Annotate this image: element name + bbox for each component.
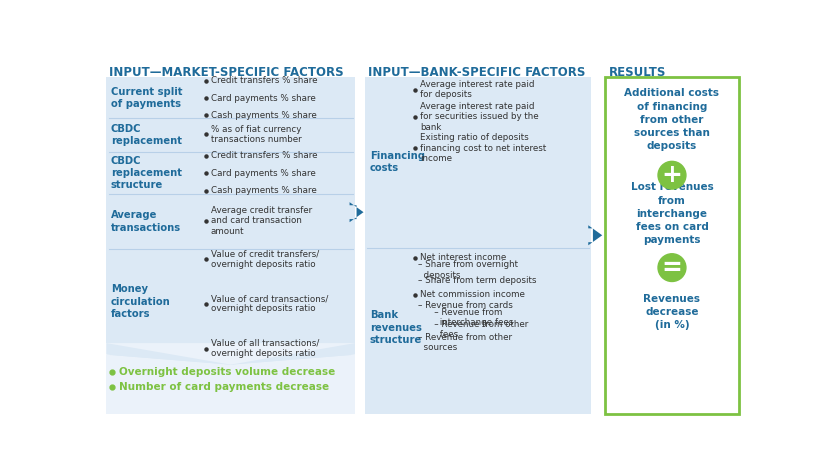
Polygon shape [588,225,602,245]
Text: Revenues
decrease
(in %): Revenues decrease (in %) [644,294,700,330]
Text: Value of card transactions/
overnight deposits ratio: Value of card transactions/ overnight de… [211,294,328,313]
Bar [606,77,738,414]
Text: Value of all transactions/
overnight deposits ratio: Value of all transactions/ overnight dep… [211,339,319,358]
Text: Average interest rate paid
for securities issued by the
bank: Average interest rate paid for securitie… [420,102,539,132]
Text: Money
circulation
factors: Money circulation factors [111,285,171,319]
Text: – Revenue from other
  sources: – Revenue from other sources [417,333,512,352]
Text: Cash payments % share: Cash payments % share [211,111,317,120]
Text: % as of fiat currency
transactions number: % as of fiat currency transactions numbe… [211,125,302,144]
Text: Card payments % share: Card payments % share [211,93,316,102]
Text: Net interest income: Net interest income [420,253,507,262]
Text: CBDC
replacement
structure: CBDC replacement structure [111,155,182,190]
Text: RESULTS: RESULTS [608,66,666,79]
Text: Cash payments % share: Cash payments % share [211,186,317,195]
Text: Card payments % share: Card payments % share [211,169,316,177]
Circle shape [658,161,686,189]
Text: Bank
revenues
structure: Bank revenues structure [370,310,422,345]
Text: CBDC
replacement: CBDC replacement [111,124,182,146]
Text: INPUT—BANK-SPECIFIC FACTORS: INPUT—BANK-SPECIFIC FACTORS [368,66,586,79]
Polygon shape [106,343,355,365]
Text: – Share from overnight
  deposits: – Share from overnight deposits [417,260,518,279]
Text: Current split
of payments: Current split of payments [111,87,182,109]
Text: Lost revenues
from
interchange
fees on card
payments: Lost revenues from interchange fees on c… [630,182,714,245]
Text: Credit transfers % share: Credit transfers % share [211,76,318,85]
Text: Number of card payments decrease: Number of card payments decrease [119,382,328,392]
Text: Average credit transfer
and card transaction
amount: Average credit transfer and card transac… [211,206,312,236]
Text: Average interest rate paid
for deposits: Average interest rate paid for deposits [420,80,535,100]
Text: +: + [662,163,682,187]
Bar [106,77,355,354]
Polygon shape [106,343,355,365]
Bar [106,354,355,414]
Text: – Share from term deposits: – Share from term deposits [417,276,536,285]
Text: INPUT—MARKET-SPECIFIC FACTORS: INPUT—MARKET-SPECIFIC FACTORS [110,66,344,79]
Text: Average
transactions: Average transactions [111,210,181,233]
Text: Net commission income: Net commission income [420,290,525,299]
Text: Existing ratio of deposits
financing cost to net interest
income: Existing ratio of deposits financing cos… [420,134,546,163]
Text: =: = [662,256,682,279]
Polygon shape [106,343,355,365]
Circle shape [658,254,686,281]
Text: Overnight deposits volume decrease: Overnight deposits volume decrease [119,367,335,377]
Text: – Revenue from other
     fees: – Revenue from other fees [426,320,528,339]
Text: Additional costs
of financing
from other
sources than
deposits: Additional costs of financing from other… [625,88,719,151]
Polygon shape [350,202,364,222]
Text: Value of credit transfers/
overnight deposits ratio: Value of credit transfers/ overnight dep… [211,249,319,269]
Text: – Revenue from
     interchange fees: – Revenue from interchange fees [426,308,513,328]
Bar [365,77,592,414]
Text: Financing
costs: Financing costs [370,151,425,173]
Bar [106,343,355,354]
Text: Credit transfers % share: Credit transfers % share [211,151,318,160]
Text: – Revenue from cards: – Revenue from cards [417,301,512,310]
